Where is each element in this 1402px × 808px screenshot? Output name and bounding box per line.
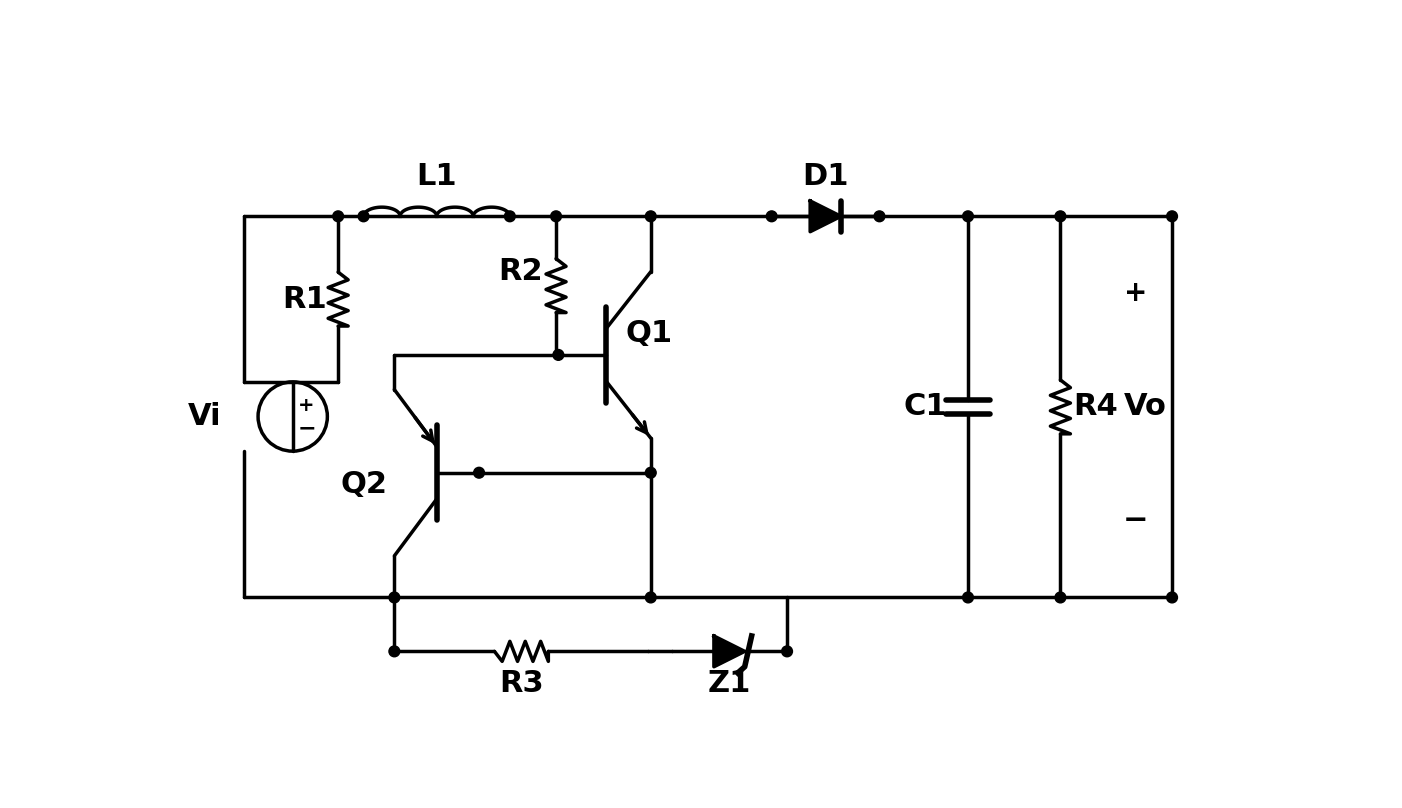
Text: +: +	[1124, 280, 1148, 307]
Circle shape	[358, 211, 369, 221]
Circle shape	[551, 211, 561, 221]
Circle shape	[782, 646, 792, 657]
Circle shape	[1056, 211, 1066, 221]
Circle shape	[1056, 592, 1066, 603]
Text: L1: L1	[416, 162, 457, 191]
Circle shape	[1166, 211, 1178, 221]
Text: Vo: Vo	[1123, 393, 1166, 422]
Text: Q1: Q1	[625, 319, 673, 348]
Polygon shape	[714, 636, 744, 667]
Text: Vi: Vi	[188, 402, 222, 431]
Circle shape	[645, 211, 656, 221]
Circle shape	[645, 467, 656, 478]
Circle shape	[645, 592, 656, 603]
Circle shape	[767, 211, 777, 221]
Text: D1: D1	[802, 162, 848, 191]
Text: R4: R4	[1074, 393, 1119, 422]
Circle shape	[332, 211, 343, 221]
Circle shape	[963, 211, 973, 221]
Circle shape	[552, 350, 564, 360]
Circle shape	[388, 592, 400, 603]
Circle shape	[505, 211, 516, 221]
Circle shape	[1166, 592, 1178, 603]
Text: R3: R3	[499, 669, 544, 698]
Circle shape	[873, 211, 885, 221]
Text: Z1: Z1	[708, 669, 751, 698]
Circle shape	[474, 467, 485, 478]
Text: −: −	[297, 419, 315, 439]
Text: +: +	[299, 396, 315, 415]
Text: −: −	[1123, 506, 1148, 535]
Text: Q2: Q2	[341, 469, 387, 499]
Polygon shape	[810, 201, 841, 232]
Text: R1: R1	[282, 284, 327, 314]
Text: C1: C1	[903, 393, 946, 422]
Circle shape	[963, 592, 973, 603]
Text: R2: R2	[498, 257, 543, 286]
Circle shape	[388, 646, 400, 657]
